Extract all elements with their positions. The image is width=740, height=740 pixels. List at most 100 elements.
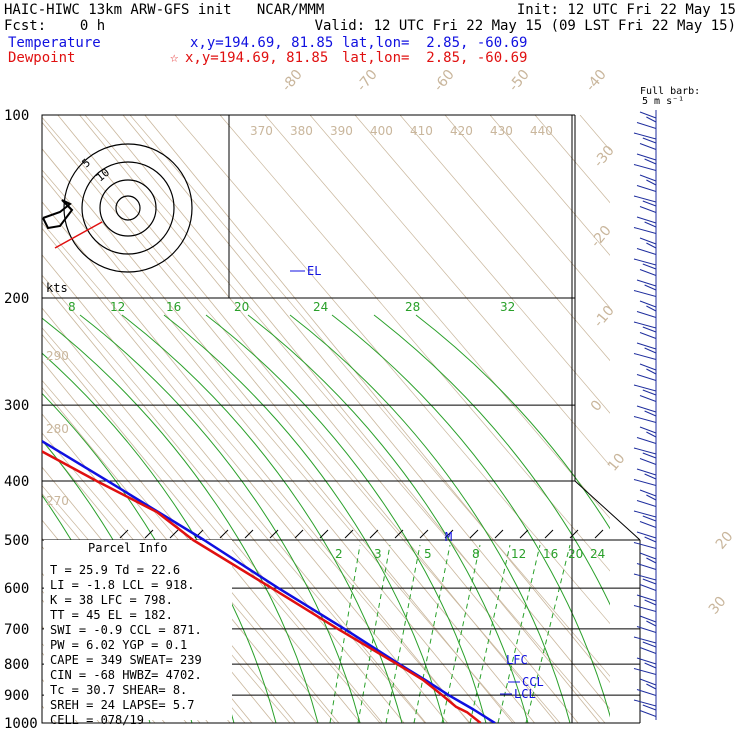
wind-barb (636, 657, 657, 665)
parcel-info-row: CELL = 078/19 (50, 713, 144, 727)
moist-adiabat-line (163, 314, 445, 723)
header-line2-left: Fcst: 0 h (4, 18, 106, 34)
wind-barb (642, 200, 657, 207)
hodograph-units: kts (46, 281, 68, 295)
dry-adiabat-line (219, 115, 610, 572)
wind-barb (636, 342, 657, 350)
hodograph-trace (42, 199, 74, 230)
isotherm-label: -50 (506, 67, 533, 95)
dewpoint-marker-icon: ☆ (170, 50, 179, 66)
isotherm-line (79, 115, 579, 723)
wind-barb (633, 384, 657, 392)
parcel-info-row: Tc = 30.7 SHEAR= 8. (50, 683, 187, 697)
wind-barb (639, 332, 657, 339)
dry-adiabat-line (42, 116, 561, 723)
theta-label: 290 (46, 349, 69, 363)
moist-adiabat-label: 8 (68, 300, 76, 314)
wind-barb (633, 132, 657, 140)
plot-edge (574, 480, 641, 541)
moist-adiabat-label: 28 (405, 300, 420, 314)
hash-mark (119, 529, 129, 539)
hash-mark (244, 529, 254, 539)
parcel-info-row: TT = 45 EL = 182. (50, 608, 173, 622)
mixing-ratio-label: 5 (424, 547, 432, 561)
hash-mark (519, 529, 529, 539)
wind-barb (636, 531, 657, 539)
hash-mark (294, 529, 304, 539)
mixing-ratio-label: 24 (590, 547, 605, 561)
wind-barb (633, 416, 657, 423)
wind-barb (636, 374, 657, 381)
wind-barb (633, 605, 657, 612)
wind-barb (633, 164, 657, 171)
moist-adiabat-label: 24 (313, 300, 328, 314)
parcel-info-title: Parcel Info (88, 541, 167, 555)
dry-adiabat-line (84, 115, 606, 723)
wind-barb (646, 683, 657, 690)
moist-adiabat-line (289, 314, 571, 723)
hash-mark (494, 529, 504, 539)
dry-adiabat-line (42, 169, 516, 723)
moist-adiabat-label: 12 (110, 300, 125, 314)
dewpoint-latlon: lat,lon= 2.85, -60.69 (342, 50, 528, 66)
wind-barb (642, 137, 657, 144)
temperature-xy: x,y=194.69, 81.85 (190, 35, 334, 51)
header-line1-left: HAIC-HIWC 13km ARW-GFS init NCAR/MMM (4, 2, 325, 18)
mixing-ratio-line (357, 544, 391, 723)
hash-mark (444, 529, 454, 539)
moist-adiabat-line (373, 314, 610, 606)
dry-adiabat-line (715, 115, 740, 723)
isotherm-line (42, 201, 470, 723)
dry-adiabat-line (42, 327, 381, 723)
isotherm-label: -80 (279, 67, 306, 95)
pressure-tick-label: 500 (4, 533, 29, 549)
temperature-label: Temperature (8, 35, 101, 51)
pressure-tick-label: 400 (4, 474, 29, 490)
dry-adiabat-line (264, 115, 610, 519)
wind-barb (642, 515, 657, 522)
storm-motion-vector (54, 221, 103, 249)
wind-barb (646, 431, 657, 438)
isotherm-label: 30 (706, 594, 730, 618)
wind-barb (633, 321, 657, 329)
isotherm-line (144, 115, 610, 683)
wind-barb (636, 594, 657, 602)
mixing-ratio-line (413, 544, 451, 723)
wind-barb (633, 510, 657, 518)
wind-barb (646, 242, 657, 249)
mixing-ratio-line (469, 544, 511, 723)
parcel-info-box (44, 540, 232, 720)
axis-labels: -80 -70 -60 -50 -40 -30 -20 -10 0 10 20 30 370 380 390… (46, 67, 737, 618)
hodograph-ring (99, 179, 157, 237)
dry-adiabat-line (579, 115, 610, 151)
wind-barb (639, 269, 657, 276)
mixing-ratio-label: 8 (472, 547, 480, 561)
hash-mark (344, 529, 354, 539)
wind-barb (642, 326, 657, 333)
wind-barb (639, 395, 657, 402)
dry-adiabat-line (42, 379, 336, 723)
dry-adiabat-line (309, 115, 610, 467)
dry-adiabat-line (42, 222, 471, 723)
pressure-tick-label: 900 (4, 688, 29, 704)
dry-adiabat-line (174, 115, 610, 625)
theta-label: 270 (46, 494, 69, 508)
wind-barb (639, 300, 657, 308)
wind-barb (636, 185, 657, 192)
hash-mark (594, 529, 604, 539)
wind-barb (636, 311, 657, 318)
hash-mark (169, 529, 179, 539)
theta-label: 430 (490, 124, 513, 138)
wind-barb (644, 410, 657, 417)
wind-barb (646, 494, 657, 501)
wind-barbs: Full barb:5 m s⁻¹ (633, 86, 700, 720)
wind-barb (639, 111, 657, 119)
wind-barb (644, 473, 657, 480)
hash-mark (369, 529, 379, 539)
wind-barb (636, 153, 657, 161)
header-line1-right: Init: 12 UTC Fri 22 May 15 (516, 2, 736, 18)
moist-adiabat-label: 32 (500, 300, 515, 314)
theta-label: 410 (410, 124, 433, 138)
dewpoint-line (42, 450, 482, 723)
